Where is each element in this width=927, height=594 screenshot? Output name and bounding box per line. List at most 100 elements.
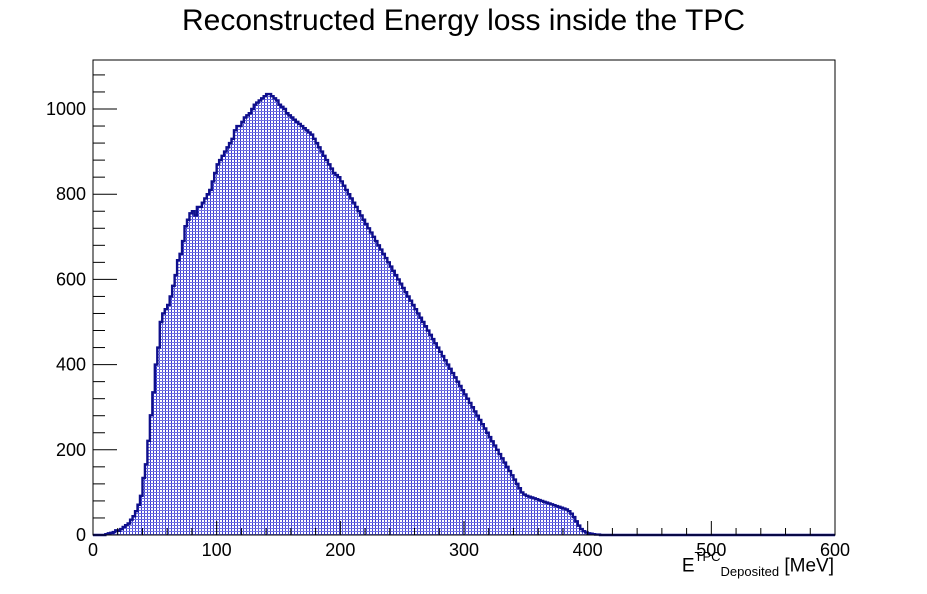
histogram-bin bbox=[159, 321, 163, 535]
histogram-bin bbox=[196, 206, 200, 536]
histogram-bin bbox=[464, 394, 467, 535]
x-axis-title-base: E bbox=[681, 555, 695, 577]
histogram-bin bbox=[434, 343, 437, 535]
histogram-bin bbox=[248, 113, 252, 535]
histogram-bin bbox=[367, 228, 371, 535]
histogram-bin bbox=[127, 523, 131, 535]
histogram-bin bbox=[459, 385, 462, 535]
histogram-bin bbox=[414, 309, 418, 535]
histogram-bin bbox=[327, 164, 331, 535]
histogram-bin bbox=[456, 381, 460, 535]
histogram-bin bbox=[379, 249, 383, 536]
histogram-bin bbox=[550, 504, 554, 535]
histogram-bin bbox=[323, 155, 326, 535]
histogram-bin bbox=[318, 147, 321, 535]
histogram-bin bbox=[347, 194, 351, 536]
histogram-bin bbox=[397, 279, 400, 535]
histogram-bin bbox=[300, 126, 304, 536]
histogram-bin bbox=[298, 123, 301, 536]
histogram-bin bbox=[191, 211, 195, 535]
y-tick-label: 400 bbox=[56, 355, 86, 375]
histogram-bin bbox=[149, 415, 153, 535]
histogram-bin bbox=[424, 326, 427, 535]
y-tick-label: 600 bbox=[56, 269, 86, 289]
histogram-bin bbox=[288, 115, 291, 535]
histogram-bin bbox=[112, 532, 116, 535]
histogram-bin bbox=[486, 432, 489, 535]
histogram-bin bbox=[530, 497, 534, 535]
x-tick-label: 0 bbox=[88, 540, 98, 560]
histogram-bin bbox=[419, 317, 422, 535]
histogram-bin bbox=[268, 94, 272, 535]
histogram-bin bbox=[399, 283, 403, 535]
histogram-bin bbox=[580, 529, 583, 535]
histogram-bin bbox=[404, 292, 408, 535]
histogram-bin bbox=[152, 392, 155, 535]
histogram-bin bbox=[157, 347, 160, 535]
histogram-bin bbox=[392, 270, 395, 535]
histogram-bin bbox=[372, 236, 375, 536]
histogram-bin bbox=[384, 258, 388, 535]
x-axis-title-subscript: Deposited bbox=[720, 564, 780, 580]
x-axis-title-superscript: TPC bbox=[694, 549, 721, 564]
histogram-bin bbox=[233, 130, 237, 535]
histogram-bin bbox=[184, 226, 187, 535]
histogram-bin bbox=[496, 449, 499, 535]
histogram-bin bbox=[162, 313, 165, 535]
histogram-bin bbox=[355, 206, 358, 536]
histogram-bin bbox=[431, 339, 435, 535]
histogram-bin bbox=[417, 313, 420, 535]
histogram-bin bbox=[169, 296, 173, 535]
y-tick-label: 800 bbox=[56, 184, 86, 204]
histogram-bin bbox=[115, 530, 118, 535]
histogram-bin bbox=[164, 309, 168, 535]
histogram-bin bbox=[335, 175, 338, 536]
histogram-bin bbox=[387, 262, 390, 535]
histogram-bin bbox=[256, 102, 259, 536]
histogram-bin bbox=[412, 304, 415, 535]
histogram-bin bbox=[513, 479, 516, 535]
histogram-bin bbox=[478, 419, 482, 535]
histogram-bin bbox=[199, 206, 202, 536]
histogram-bin bbox=[543, 501, 546, 535]
histogram-bin bbox=[451, 373, 455, 535]
x-axis-title-unit: [MeV] bbox=[784, 555, 834, 577]
histogram-bin bbox=[219, 160, 222, 535]
histogram-bin bbox=[377, 245, 380, 535]
histogram-bin bbox=[276, 100, 279, 535]
histogram-bin bbox=[565, 509, 568, 535]
histogram-bin bbox=[132, 516, 136, 535]
histogram-bin bbox=[186, 219, 190, 535]
histogram-bin bbox=[441, 356, 445, 535]
histogram-bin bbox=[263, 96, 267, 536]
histogram-bin bbox=[515, 483, 519, 535]
histogram-bin bbox=[241, 121, 244, 535]
histogram-bin bbox=[508, 471, 511, 535]
histogram-bin bbox=[258, 100, 262, 535]
histogram-bin bbox=[313, 138, 316, 536]
histogram-bin bbox=[303, 128, 306, 535]
histogram-bin bbox=[575, 521, 578, 535]
histogram-bin bbox=[357, 211, 361, 535]
histogram-bin bbox=[320, 151, 324, 536]
histogram-bin bbox=[570, 513, 573, 535]
histogram-bin bbox=[540, 500, 544, 535]
histogram-bin bbox=[209, 189, 212, 535]
histogram-bin bbox=[221, 155, 225, 535]
histogram-bin bbox=[120, 529, 123, 535]
histogram-bin bbox=[340, 181, 343, 536]
histogram-bin bbox=[305, 130, 309, 535]
histogram-bin bbox=[491, 441, 494, 535]
histogram-bin bbox=[362, 219, 366, 535]
histogram-bin bbox=[466, 398, 469, 535]
histogram-bins bbox=[93, 92, 835, 537]
y-tick-label: 0 bbox=[76, 525, 86, 545]
histogram-bin bbox=[154, 364, 158, 535]
histogram-bin bbox=[117, 530, 121, 535]
histogram-bin bbox=[409, 300, 413, 535]
histogram-bin bbox=[142, 477, 145, 535]
histogram-bin bbox=[518, 488, 521, 535]
histogram-bin bbox=[560, 507, 563, 535]
histogram-bin bbox=[273, 98, 277, 535]
